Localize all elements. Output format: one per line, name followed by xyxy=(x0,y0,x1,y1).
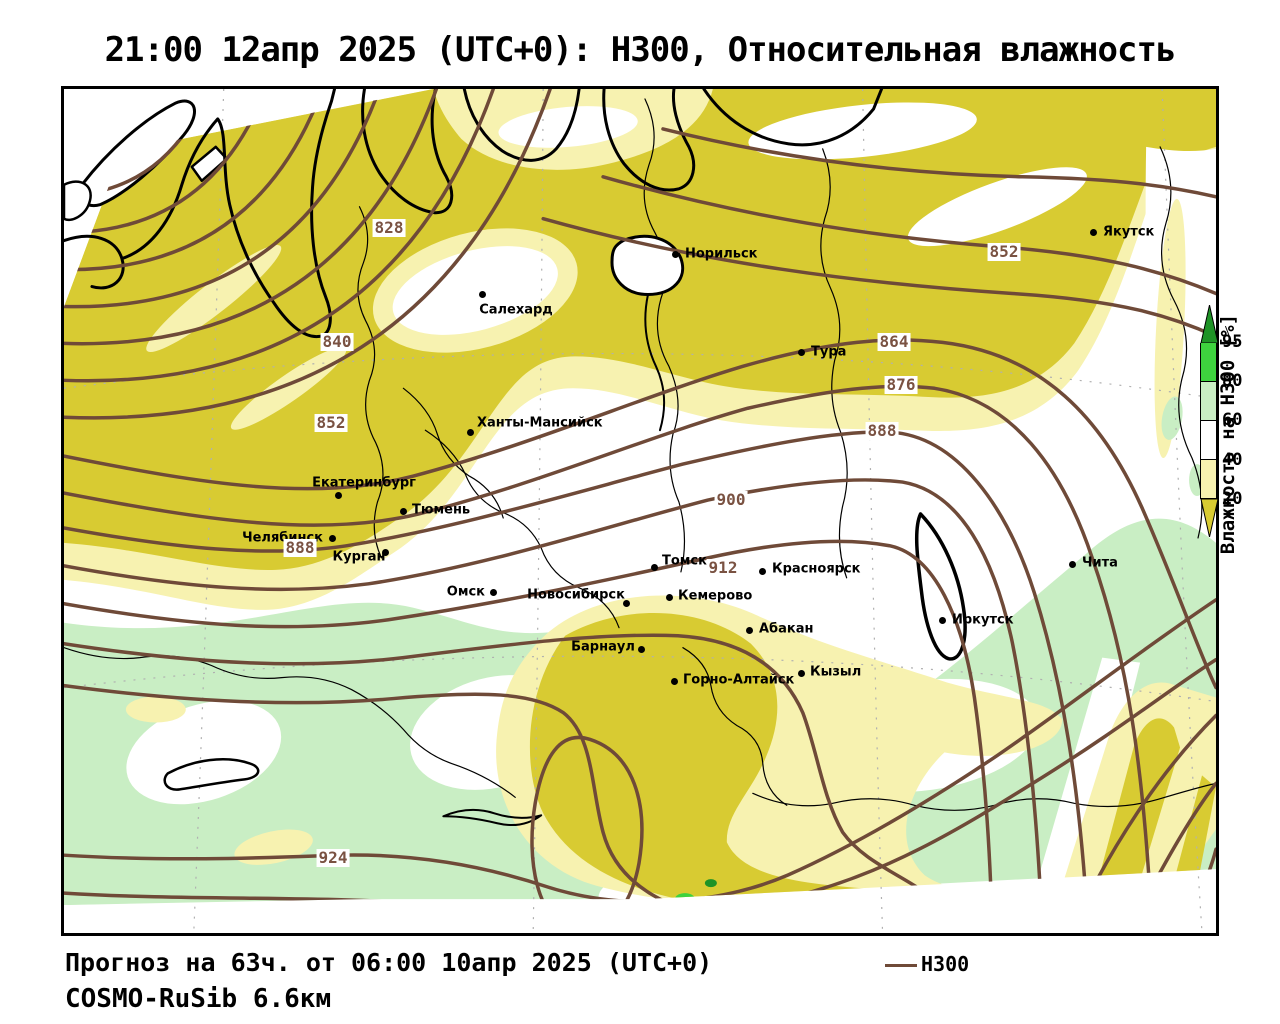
contour-legend: H300 xyxy=(885,952,969,976)
city-marker xyxy=(399,507,407,515)
admin-borders-layer xyxy=(64,98,1216,811)
colorbar-tick-label: 80 xyxy=(1222,371,1243,391)
island-outline xyxy=(77,99,196,208)
city-label: Абакан xyxy=(759,621,814,637)
colorbar-arrow-down-icon xyxy=(1200,499,1219,537)
city-marker xyxy=(489,588,497,596)
city-label: Омск xyxy=(446,584,485,600)
map-canvas xyxy=(64,89,1216,933)
city-label: Иркутск xyxy=(952,612,1014,628)
contour-value-label: 864 xyxy=(877,332,911,351)
colorbar-axis-label: Влажность на H300 [%] xyxy=(1217,313,1239,555)
city-marker xyxy=(478,290,486,298)
colorbar-segment xyxy=(1200,382,1217,421)
city-label: Норильск xyxy=(685,246,758,262)
city-label: Горно-Алтайск xyxy=(683,672,795,688)
city-marker xyxy=(466,428,474,436)
contours-layer xyxy=(64,89,1216,906)
city-marker xyxy=(622,599,630,607)
city-label: Томск xyxy=(662,553,707,569)
city-label: Барнаул xyxy=(571,639,635,655)
city-marker xyxy=(758,567,766,575)
colorbar-tick-label: 60 xyxy=(1222,410,1243,430)
city-label: Красноярск xyxy=(772,561,861,577)
city-marker xyxy=(328,534,336,542)
colorbar-tick-label: 40 xyxy=(1222,450,1243,470)
city-label: Екатеринбург xyxy=(312,475,416,491)
contour-value-label: 900 xyxy=(714,490,748,509)
contour-value-label: 888 xyxy=(283,538,317,557)
contour-value-label: 840 xyxy=(320,332,354,351)
city-marker xyxy=(1089,228,1097,236)
city-label: Ханты-Мансийск xyxy=(477,415,603,431)
lake-baikal xyxy=(914,512,967,661)
city-marker xyxy=(797,348,805,356)
city-label: Чита xyxy=(1082,555,1118,571)
lake-balkhash xyxy=(163,758,260,791)
page-title: 21:00 12апр 2025 (UTC+0): H300, Относите… xyxy=(104,30,1177,70)
colorbar-segment xyxy=(1200,421,1217,460)
city-label: Якутск xyxy=(1103,224,1155,240)
city-label: Кемерово xyxy=(678,588,753,604)
city-label: Новосибирск xyxy=(527,587,625,603)
city-marker xyxy=(637,645,645,653)
city-marker xyxy=(670,677,678,685)
coast-bay xyxy=(64,180,92,222)
city-label: Курган xyxy=(332,549,386,565)
humidity-colorbar: 95 80 60 40 20 Влажность на H300 [%] xyxy=(1200,305,1280,725)
city-marker xyxy=(381,548,389,556)
colorbar-arrow-up-icon xyxy=(1200,305,1219,343)
city-marker xyxy=(671,250,679,258)
colorbar-segment xyxy=(1200,343,1217,382)
city-label: Тура xyxy=(811,344,847,360)
contour-value-label: 852 xyxy=(314,413,348,432)
colorbar-segment xyxy=(1200,460,1217,499)
contour-value-label: 888 xyxy=(865,421,899,440)
colorbar-tick-label: 95 xyxy=(1222,332,1243,352)
h300-line-sample xyxy=(885,964,917,967)
city-marker xyxy=(650,563,658,571)
city-marker xyxy=(797,669,805,677)
h300-legend-label: H300 xyxy=(921,952,970,976)
city-marker xyxy=(745,626,753,634)
contour-value-label: 924 xyxy=(316,848,350,867)
contour-value-label: 852 xyxy=(987,242,1021,261)
river xyxy=(644,293,666,432)
map-overlay: Норильск Якутск Салехард Тура Ханты-Мансийск… xyxy=(64,89,1216,933)
contour-value-label: 876 xyxy=(884,375,918,394)
city-marker xyxy=(1068,560,1076,568)
colorbar-tick-label: 20 xyxy=(1222,489,1243,509)
city-label: Тюмень xyxy=(412,502,471,518)
contour-value-label: 828 xyxy=(372,218,406,237)
city-label: Салехард xyxy=(479,302,553,318)
humidity-field-layer xyxy=(64,89,1216,906)
contour-value-label: 912 xyxy=(706,558,740,577)
model-info: COSMO-RuSib 6.6км xyxy=(65,984,332,1014)
lake-zaysan xyxy=(442,808,543,827)
city-label: Кызыл xyxy=(810,664,862,680)
city-marker xyxy=(334,491,342,499)
city-marker xyxy=(665,593,673,601)
forecast-info: Прогноз на 63ч. от 06:00 10апр 2025 (UTC… xyxy=(65,948,713,977)
map-frame: Норильск Якутск Салехард Тура Ханты-Мансийск… xyxy=(61,86,1219,936)
city-marker xyxy=(938,616,946,624)
